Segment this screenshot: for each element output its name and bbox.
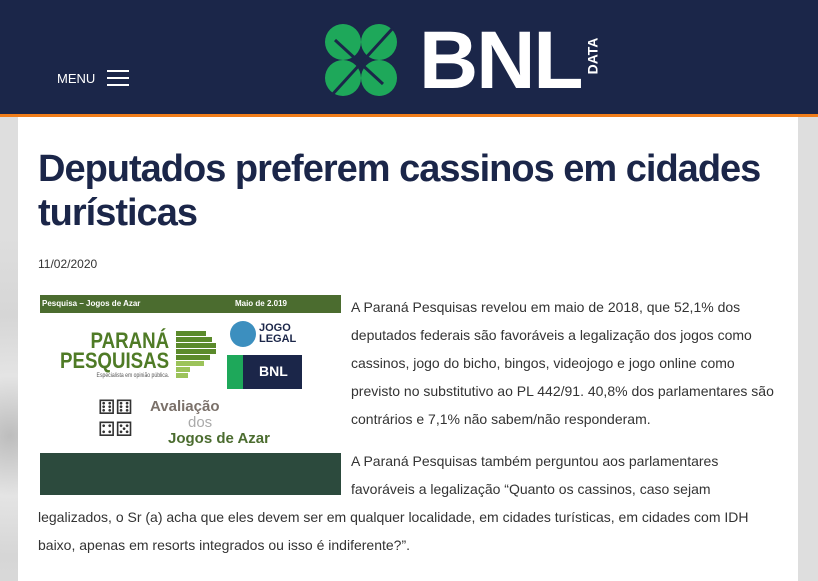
image-header-left: Pesquisa – Jogos de Azar xyxy=(42,299,141,308)
article-body: Pesquisa – Jogos de Azar Maio de 2.019 PA… xyxy=(38,293,778,559)
hamburger-icon xyxy=(107,70,130,86)
article-card: Deputados preferem cassinos em cidades t… xyxy=(18,117,798,581)
logo-text: BNL xyxy=(419,15,584,106)
image-header-right: Maio de 2.019 xyxy=(234,299,287,308)
image-footer-band xyxy=(40,453,341,495)
article-image: Pesquisa – Jogos de Azar Maio de 2.019 PA… xyxy=(40,295,341,495)
article-title: Deputados preferem cassinos em cidades t… xyxy=(38,148,761,234)
clover-icon xyxy=(325,24,397,98)
article-date: 11/02/2020 xyxy=(38,257,98,271)
jogo-legal-logo: JOGO LEGAL xyxy=(230,321,296,347)
article-paragraph-2: A Paraná Pesquisas também perguntou aos … xyxy=(38,447,778,559)
article-paragraph-start: A Paraná Pesquisas também perguntou aos … xyxy=(38,453,719,525)
header-accent-line xyxy=(0,114,818,117)
menu-label: MENU xyxy=(57,70,96,86)
bnl-small-logo: BNL xyxy=(227,355,302,389)
dice-icon: ⚅⚅ ⚃⚄ xyxy=(98,397,133,441)
site-logo[interactable]: BNL DATA xyxy=(313,18,610,104)
logo-subtext: DATA xyxy=(583,37,600,75)
site-header: MENU BNL DATA xyxy=(0,0,818,114)
article-paragraph: A Paraná Pesquisas revelou em maio de 20… xyxy=(351,299,774,427)
evaluation-title: Avaliação dos Jogos de Azar xyxy=(150,398,270,447)
menu-button[interactable]: MENU xyxy=(57,70,130,86)
article-paragraph-end: que eles devem ser em qualquer localidad… xyxy=(38,509,749,553)
parana-pesquisas-logo: PARANÁ PESQUISAS Especialista em opinião p… xyxy=(60,328,170,380)
parana-bars-graphic xyxy=(176,331,216,379)
